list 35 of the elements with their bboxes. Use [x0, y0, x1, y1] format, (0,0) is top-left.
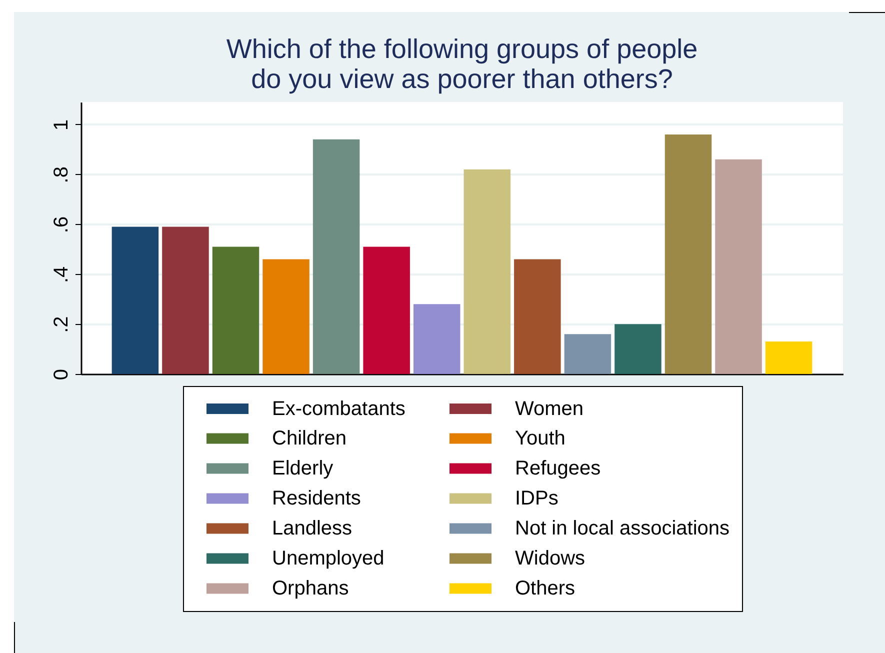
y-tick-label: .4 [50, 266, 72, 284]
bar [614, 324, 662, 374]
bar [112, 226, 159, 374]
bar [162, 226, 209, 374]
chart-title: Which of the following groups of people do you view as poorer than others? [226, 34, 698, 94]
bar [413, 304, 460, 374]
y-tick-label: 1 [50, 119, 72, 131]
legend-label: Orphans [272, 578, 349, 600]
legend-label: Refugees [515, 458, 601, 480]
bar [715, 159, 762, 374]
legend-label: Ex-combatants [272, 398, 406, 420]
legend-label: Others [515, 578, 576, 600]
bar [262, 259, 310, 374]
legend-label: Widows [515, 548, 586, 570]
legend-label: Youth [515, 428, 566, 450]
bar [363, 246, 410, 374]
y-tick-label: 0 [50, 368, 72, 380]
y-tick-label: .6 [50, 216, 72, 234]
legend-label: Women [515, 398, 584, 420]
legend-label: Residents [272, 488, 361, 510]
bar [514, 259, 561, 374]
bar [464, 169, 511, 374]
legend-label: IDPs [515, 488, 558, 510]
legend-label: Landless [272, 518, 352, 540]
y-tick-label: .8 [50, 166, 72, 184]
legend-label: Elderly [272, 458, 334, 480]
bar [564, 334, 612, 374]
legend-label: Children [272, 428, 346, 450]
legend-label: Not in local associations [515, 518, 730, 540]
bar [765, 342, 812, 374]
bar [664, 134, 712, 374]
legend-label: Unemployed [272, 548, 384, 570]
bar [212, 246, 260, 374]
bar [312, 139, 360, 374]
y-tick-label: .2 [50, 316, 72, 333]
